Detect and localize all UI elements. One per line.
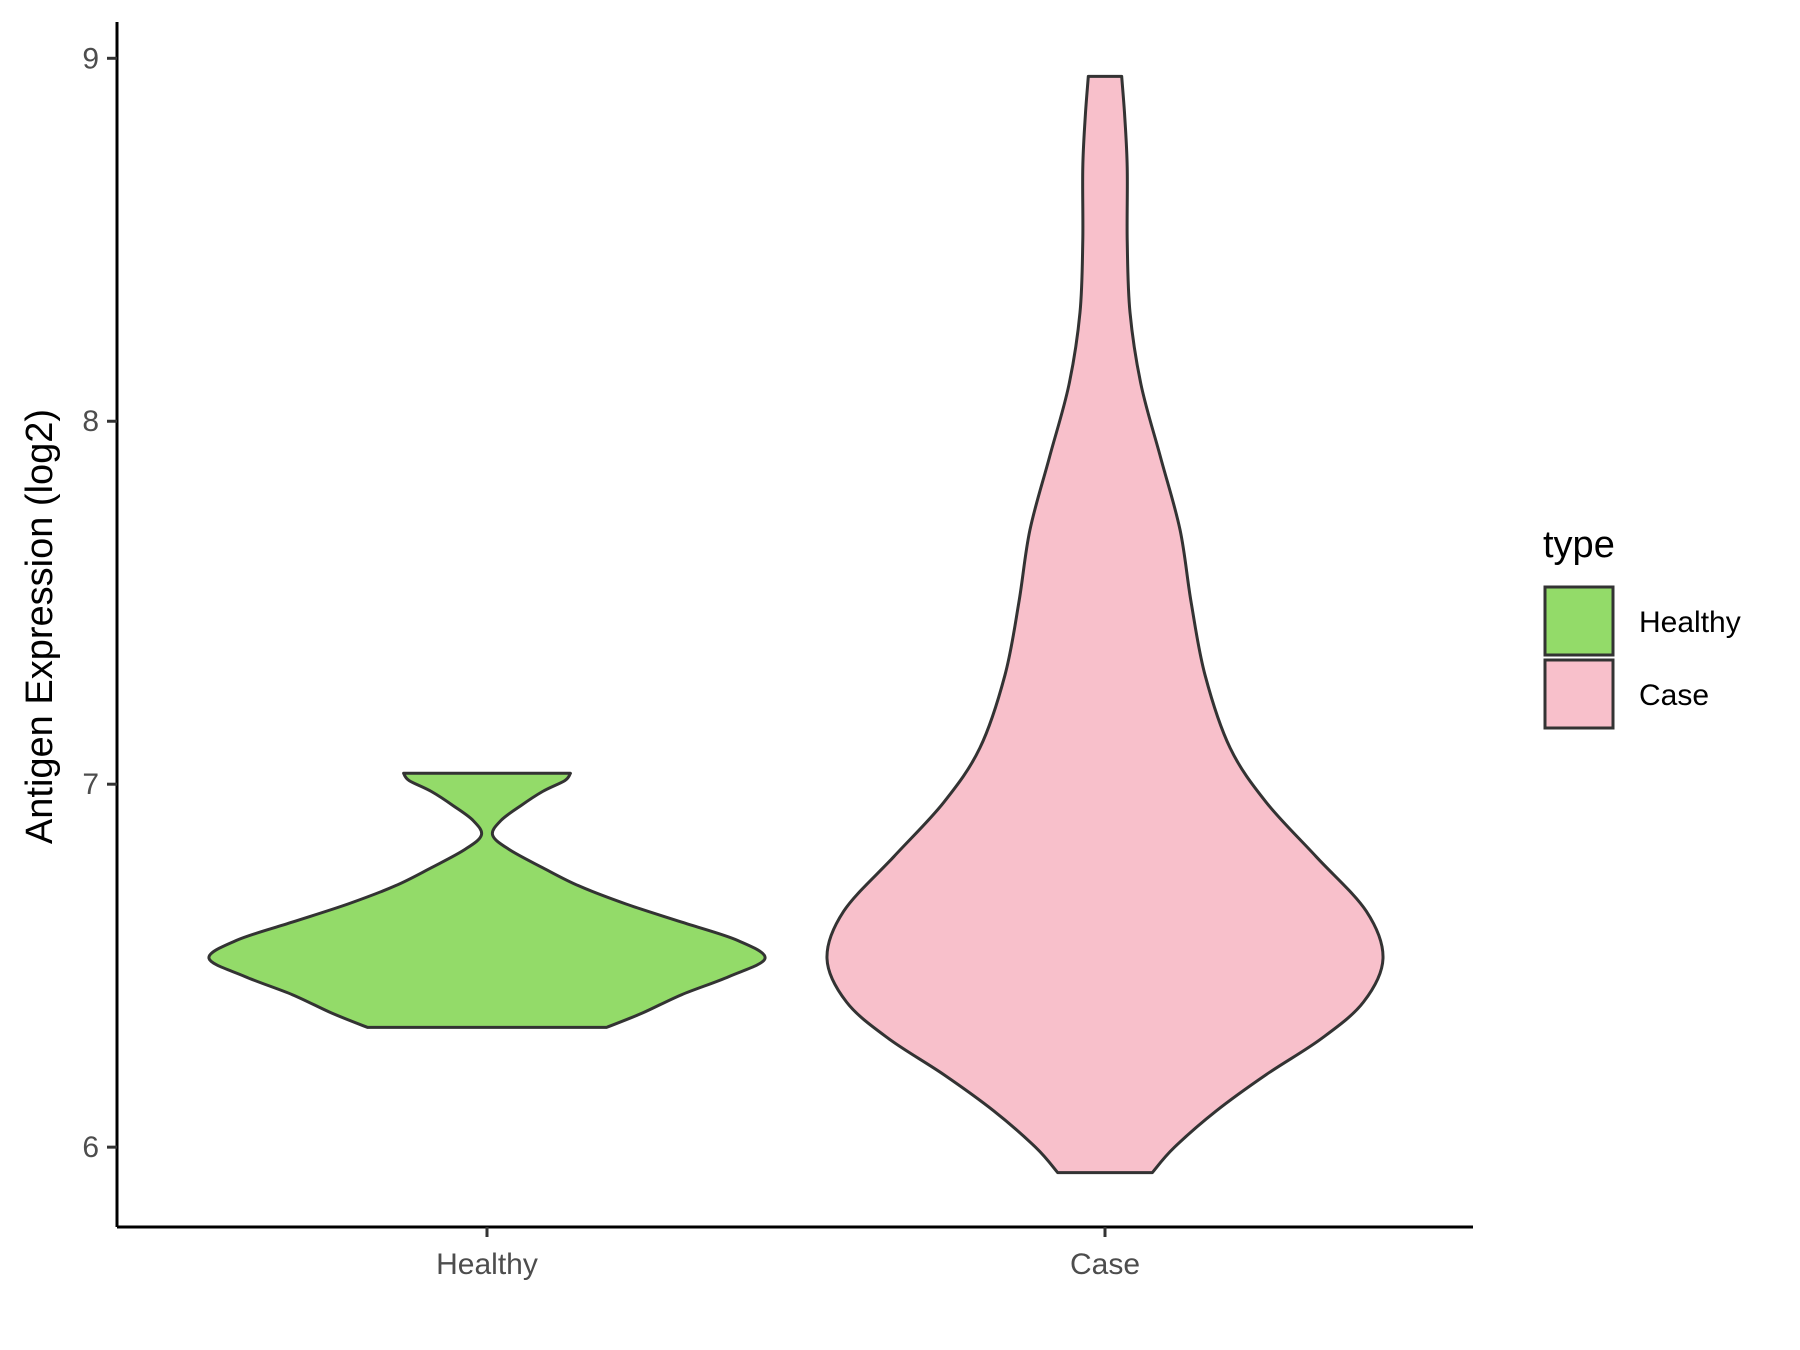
x-tick-label: Healthy (436, 1248, 538, 1281)
legend-swatch-case (1543, 658, 1615, 730)
x-ticks: Healthy Case (436, 1227, 1140, 1281)
axes (115, 22, 1473, 1229)
y-tick-label: 8 (82, 405, 99, 438)
legend-label-case: Case (1639, 679, 1709, 712)
legend-label-healthy: Healthy (1639, 606, 1741, 639)
violin-healthy (207, 771, 767, 1029)
y-axis-title: Antigen Expression (log2) (19, 409, 61, 844)
legend: type Healthy Case (1543, 524, 1741, 730)
legend-title: type (1543, 524, 1615, 566)
y-tick-label: 6 (82, 1131, 99, 1164)
y-tick-label: 9 (82, 42, 99, 75)
violin-layer (207, 74, 1385, 1175)
legend-swatch-healthy (1543, 585, 1615, 657)
y-tick-label: 7 (82, 768, 99, 801)
violin-case (825, 74, 1385, 1175)
x-tick-label: Case (1070, 1248, 1140, 1281)
y-ticks: 6 7 8 9 (82, 42, 117, 1164)
